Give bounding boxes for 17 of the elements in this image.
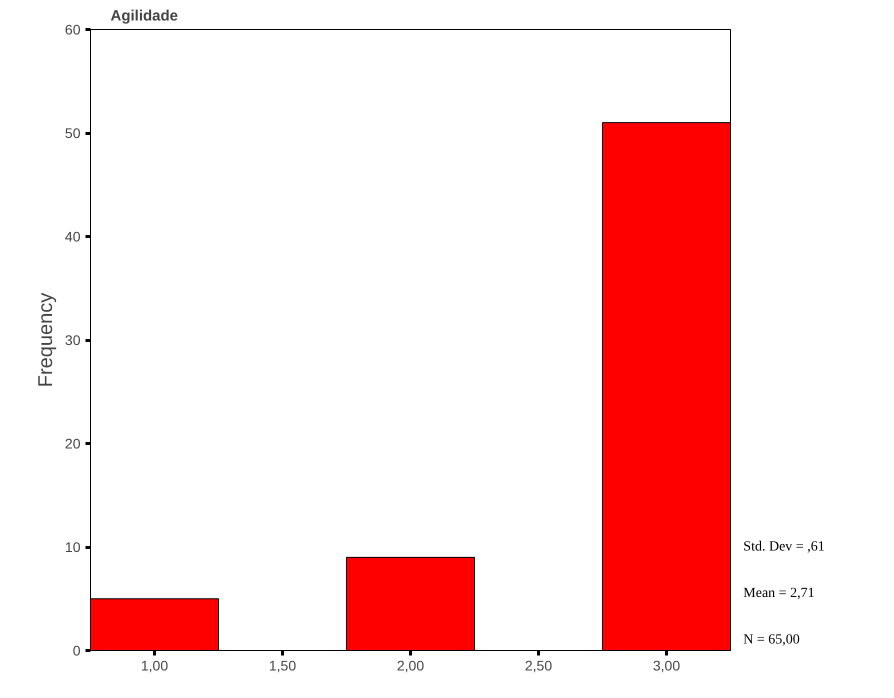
y-tick-label: 60 (64, 22, 81, 38)
text: Mean = 2,71 (743, 586, 815, 602)
y-tick-label: 40 (64, 228, 81, 244)
y-tick-label: 50 (64, 125, 81, 141)
y-axis-title: Frequency (34, 292, 57, 388)
x-tick-label: 1,00 (140, 658, 168, 674)
x-tick-label: 1,50 (268, 658, 296, 674)
y-tick-label: 20 (64, 436, 81, 452)
x-tick-label: 2,50 (524, 658, 552, 674)
y-tick-label: 10 (64, 539, 81, 555)
chart-title: Agilidade (110, 8, 178, 24)
x-tick-label: 2,00 (396, 658, 424, 674)
text: N = 65,00 (743, 632, 800, 648)
x-tick-label: 3,00 (652, 658, 680, 674)
y-tick-label: 0 (72, 642, 81, 658)
text: Std. Dev = ,61 (743, 540, 825, 554)
y-tick-label: 30 (64, 332, 81, 348)
